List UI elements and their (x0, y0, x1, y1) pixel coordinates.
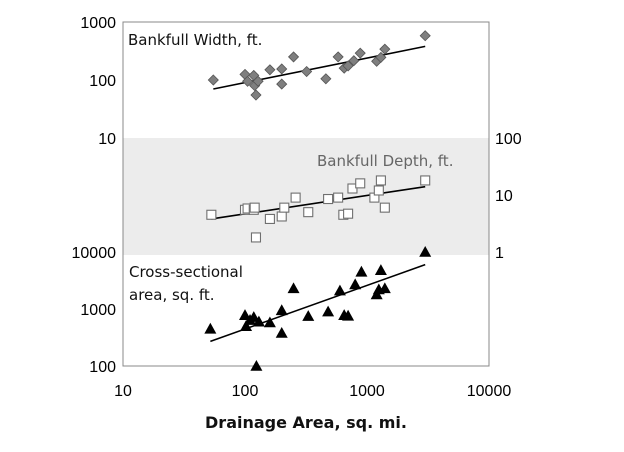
depth-point (303, 207, 314, 218)
left-upper-tick-label: 1000 (80, 15, 116, 32)
right-tick-label: 10 (495, 188, 513, 205)
depth-point (379, 202, 390, 213)
area-point (239, 309, 251, 320)
label-cross-sectional-1: Cross-sectional (129, 263, 243, 281)
width-point (242, 75, 254, 87)
width-point (342, 60, 354, 72)
area-point (250, 360, 263, 371)
label-bankfull-depth: Bankfull Depth, ft. (317, 152, 453, 170)
area-point (204, 322, 217, 334)
depth-point (343, 208, 354, 219)
depth-point (347, 183, 358, 194)
width-point (276, 63, 288, 75)
depth-point (290, 192, 301, 203)
width-point (301, 65, 313, 78)
width-point (332, 51, 344, 63)
width-point (320, 73, 332, 85)
depth-point (355, 178, 366, 189)
label-bankfull-width: Bankfull Width, ft. (128, 31, 262, 49)
right-tick-label: 1 (495, 245, 504, 262)
depth-band (123, 138, 489, 255)
area-point (342, 309, 355, 321)
width-point (276, 78, 288, 90)
depth-point (333, 192, 344, 203)
area-point (333, 284, 346, 296)
left-lower-tick-label: 10000 (72, 245, 117, 262)
x-tick-label: 1000 (349, 383, 385, 400)
x-tick-label: 10000 (467, 383, 512, 400)
depth-point (279, 202, 290, 213)
depth-point (249, 202, 260, 213)
width-point (419, 30, 431, 42)
left-lower-tick-label: 100 (89, 359, 116, 376)
area-point (287, 282, 300, 294)
depth-point (323, 193, 334, 205)
width-point (354, 47, 366, 59)
width-point (348, 55, 360, 67)
depth-point (373, 185, 384, 196)
width-point (252, 75, 264, 87)
left-upper-tick-label: 10 (98, 131, 116, 148)
width-point (207, 74, 219, 86)
area-point (378, 282, 391, 294)
width-point (264, 64, 276, 76)
area-point (275, 304, 288, 316)
width-point (250, 89, 262, 101)
x-tick-label: 10 (114, 383, 132, 400)
area-point (252, 315, 265, 327)
x-axis-title: Drainage Area, sq. mi. (205, 413, 407, 432)
data-markers (204, 30, 432, 371)
width-point (379, 43, 391, 55)
area-point (322, 305, 335, 317)
depth-point (264, 213, 275, 225)
area-point (355, 265, 368, 277)
area-point (247, 311, 260, 322)
width-point (375, 51, 387, 63)
area-point (419, 246, 432, 257)
plot-frame (122, 21, 490, 367)
depth-point (206, 209, 217, 220)
left-lower-tick-label: 1000 (80, 302, 116, 319)
x-tick-label: 100 (232, 383, 259, 400)
area-point (263, 316, 276, 328)
area-point (275, 326, 288, 338)
area-point (240, 320, 253, 331)
label-cross-sectional-2: area, sq. ft. (129, 286, 215, 304)
depth-point (420, 175, 431, 186)
tick-labels: 10 100 1000 10000 10 100 1000 100 1000 10000 1 10 10… (72, 15, 522, 400)
depth-point (250, 232, 262, 243)
depth-point (276, 211, 287, 222)
area-point (349, 278, 362, 290)
width-point (287, 51, 300, 63)
left-upper-tick-label: 100 (89, 73, 116, 90)
depth-point (375, 175, 386, 186)
area-point (374, 264, 387, 275)
area-point (302, 310, 315, 321)
right-tick-label: 100 (495, 131, 522, 148)
